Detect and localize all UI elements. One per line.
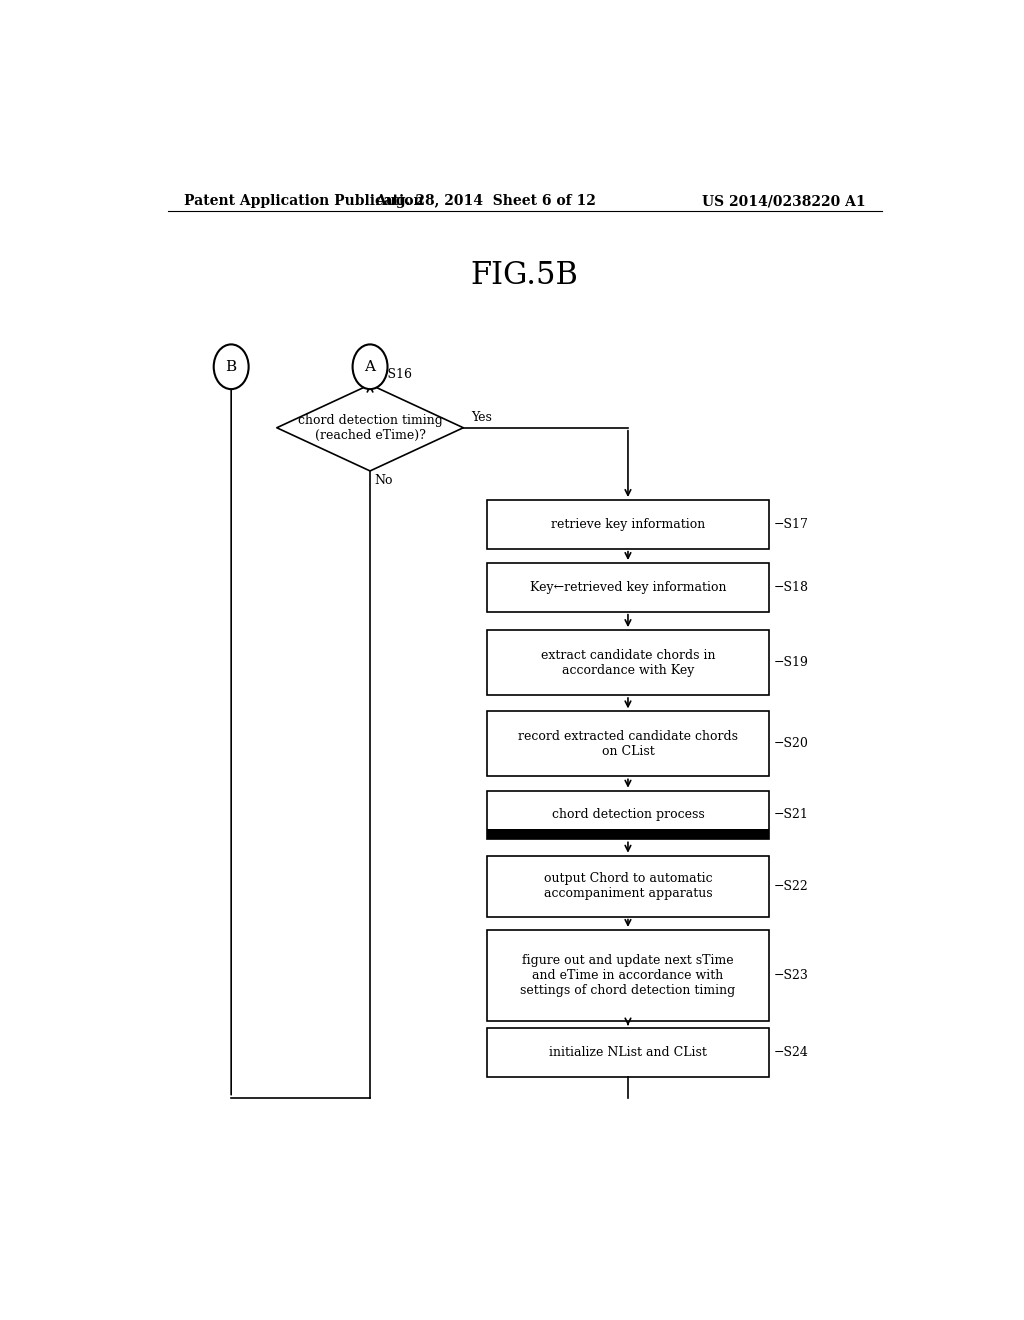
- Circle shape: [352, 345, 387, 389]
- Text: Key←retrieved key information: Key←retrieved key information: [529, 581, 726, 594]
- Polygon shape: [276, 384, 463, 471]
- Text: Patent Application Publication: Patent Application Publication: [183, 194, 423, 209]
- Text: No: No: [374, 474, 392, 487]
- Text: B: B: [225, 360, 237, 374]
- Text: −S18: −S18: [773, 581, 809, 594]
- Bar: [487, 630, 769, 696]
- Text: Aug. 28, 2014  Sheet 6 of 12: Aug. 28, 2014 Sheet 6 of 12: [375, 194, 596, 209]
- Bar: [487, 929, 769, 1022]
- Text: extract candidate chords in
accordance with Key: extract candidate chords in accordance w…: [541, 648, 715, 677]
- Text: figure out and update next sTime
and eTime in accordance with
settings of chord : figure out and update next sTime and eTi…: [520, 954, 735, 997]
- Text: initialize NList and CList: initialize NList and CList: [549, 1047, 707, 1060]
- Text: Yes: Yes: [471, 411, 493, 424]
- Text: −S16: −S16: [378, 368, 413, 381]
- Text: output Chord to automatic
accompaniment apparatus: output Chord to automatic accompaniment …: [544, 873, 713, 900]
- Text: record extracted candidate chords
on CList: record extracted candidate chords on CLi…: [518, 730, 738, 758]
- Bar: [487, 829, 769, 840]
- Text: chord detection timing
(reached eTime)?: chord detection timing (reached eTime)?: [298, 413, 442, 442]
- Text: −S23: −S23: [773, 969, 809, 982]
- Circle shape: [214, 345, 249, 389]
- Text: −S20: −S20: [773, 738, 809, 750]
- Text: −S19: −S19: [773, 656, 809, 669]
- Text: chord detection process: chord detection process: [552, 808, 705, 821]
- Text: −S17: −S17: [773, 517, 809, 531]
- Text: FIG.5B: FIG.5B: [471, 260, 579, 290]
- Text: retrieve key information: retrieve key information: [551, 517, 706, 531]
- Bar: [487, 855, 769, 916]
- Text: A: A: [365, 360, 376, 374]
- Bar: [487, 562, 769, 611]
- Bar: [487, 1028, 769, 1077]
- Text: −S22: −S22: [773, 879, 808, 892]
- Bar: [487, 711, 769, 776]
- Text: −S21: −S21: [773, 808, 809, 821]
- Bar: [487, 791, 769, 840]
- Bar: [487, 500, 769, 549]
- Text: US 2014/0238220 A1: US 2014/0238220 A1: [702, 194, 866, 209]
- Text: −S24: −S24: [773, 1047, 809, 1060]
